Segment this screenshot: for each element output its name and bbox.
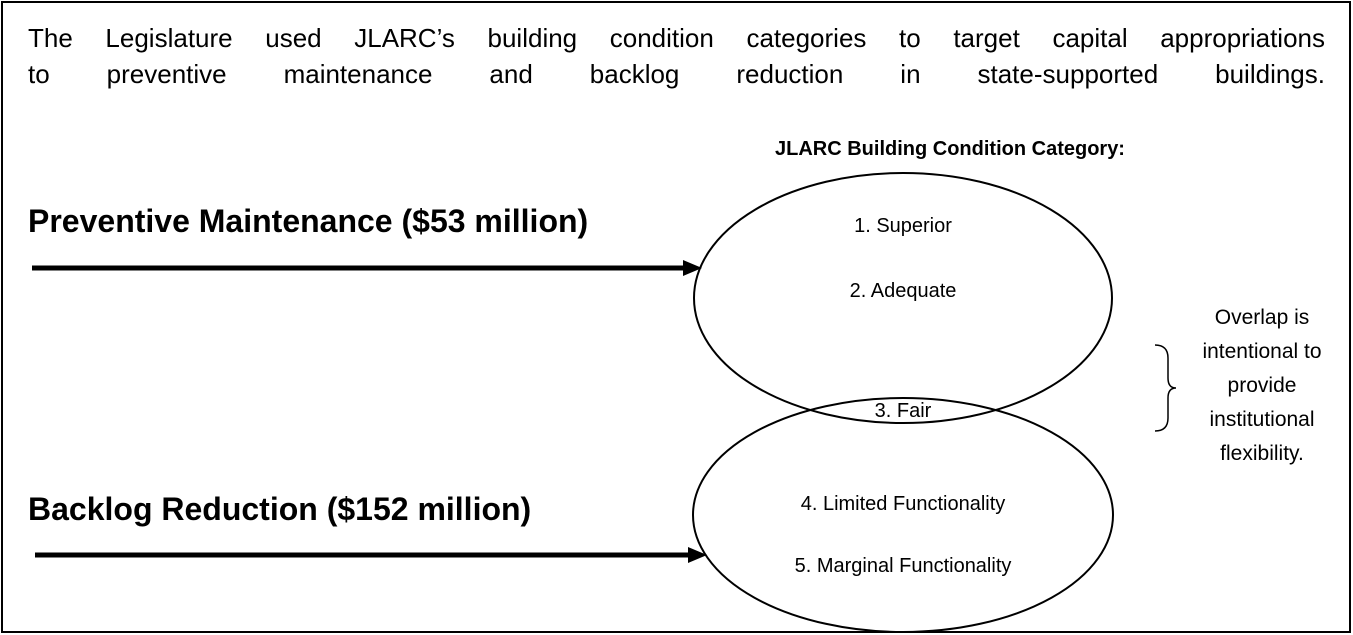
category: 2. Adequate xyxy=(850,280,957,302)
category: 4. Limited Functionality xyxy=(801,493,1006,515)
arrow-head xyxy=(683,260,702,276)
heading: JLARC Building Condition Category: xyxy=(775,138,1125,160)
note: intentional to xyxy=(1202,340,1321,363)
note: flexibility. xyxy=(1220,442,1304,465)
lower-ellipse xyxy=(692,397,1114,633)
upper-ellipse xyxy=(693,172,1113,424)
intro-line: The Legislature used JLARC’s building co… xyxy=(28,23,1325,53)
flow-label: Backlog Reduction ($152 million) xyxy=(28,491,531,527)
intro-line: to preventive maintenance and backlog re… xyxy=(28,59,1325,89)
note: provide xyxy=(1228,374,1297,397)
category: 5. Marginal Functionality xyxy=(795,555,1012,577)
category: 3. Fair xyxy=(875,400,932,422)
arrow-head xyxy=(688,547,707,563)
note: Overlap is xyxy=(1215,306,1310,329)
category: 1. Superior xyxy=(854,215,952,237)
brace xyxy=(1154,344,1177,432)
note: institutional xyxy=(1209,408,1314,431)
flow-label: Preventive Maintenance ($53 million) xyxy=(28,203,588,239)
